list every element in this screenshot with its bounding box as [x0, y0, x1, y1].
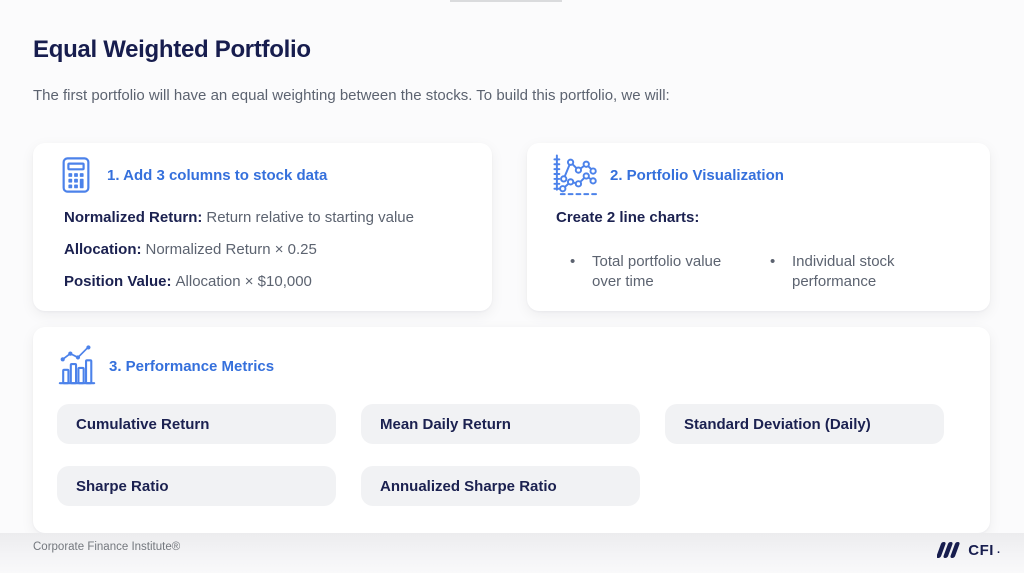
card2-lead: Create 2 line charts: [556, 209, 700, 226]
definition-text: Return relative to starting value [206, 209, 414, 226]
card-performance-metrics: 3. Performance Metrics Cumulative Return… [33, 327, 990, 533]
cfi-logo-mark: . [996, 544, 1000, 556]
metric-pill-standard-deviation: Standard Deviation (Daily) [665, 404, 944, 444]
metric-pill-annualized-sharpe: Annualized Sharpe Ratio [361, 466, 640, 506]
card-portfolio-visualization: 2. Portfolio Visualization Create 2 line… [527, 143, 990, 311]
line-chart-icon [551, 153, 598, 197]
metric-pill-mean-daily-return: Mean Daily Return [361, 404, 640, 444]
definition-label: Position Value: [64, 273, 172, 290]
definition-text: Normalized Return × 0.25 [145, 241, 317, 258]
cfi-logo-text: CFI [968, 541, 994, 559]
card1-header: 1. Add 3 columns to stock data [57, 152, 327, 198]
footer: Corporate Finance Institute® CFI . [0, 533, 1024, 573]
cfi-logo-bars-icon [937, 541, 963, 559]
top-edge-artifact [450, 0, 562, 2]
definition-allocation: Allocation: Normalized Return × 0.25 [64, 241, 317, 258]
page-title: Equal Weighted Portfolio [33, 36, 311, 63]
cfi-logo: CFI . [937, 538, 1000, 562]
calculator-icon [57, 155, 95, 195]
card2-heading: 2. Portfolio Visualization [610, 166, 784, 184]
page-subtitle: The first portfolio will have an equal w… [33, 87, 670, 104]
card2-header: 2. Portfolio Visualization [551, 152, 784, 198]
bullet-total-portfolio: Total portfolio value over time [570, 252, 722, 292]
definition-text: Allocation × $10,000 [175, 273, 312, 290]
card1-heading: 1. Add 3 columns to stock data [107, 166, 328, 184]
definition-label: Allocation: [64, 241, 142, 258]
bar-chart-icon [57, 345, 97, 387]
definition-position-value: Position Value: Allocation × $10,000 [64, 273, 312, 290]
metric-pill-sharpe-ratio: Sharpe Ratio [57, 466, 336, 506]
definition-normalized-return: Normalized Return: Return relative to sta… [64, 209, 414, 226]
copyright-text: Corporate Finance Institute® [33, 541, 181, 553]
card-add-columns: 1. Add 3 columns to stock data Normalize… [33, 143, 492, 311]
bullet-individual-stock: Individual stock performance [770, 252, 930, 292]
definition-label: Normalized Return: [64, 209, 203, 226]
card3-header: 3. Performance Metrics [57, 343, 274, 389]
card3-heading: 3. Performance Metrics [109, 357, 275, 375]
metric-pill-cumulative-return: Cumulative Return [57, 404, 336, 444]
